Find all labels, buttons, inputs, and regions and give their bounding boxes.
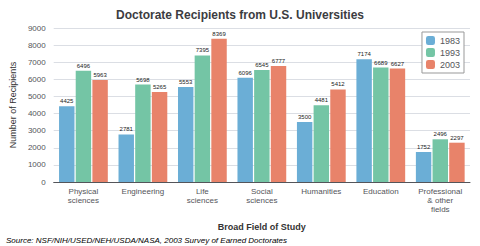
svg-text:0: 0	[41, 178, 46, 187]
svg-text:1983: 1983	[440, 36, 460, 46]
svg-text:Broad Field of Study: Broad Field of Study	[218, 222, 306, 232]
svg-text:Source: NSF/NIH/USED/NEH/USDA/: Source: NSF/NIH/USED/NEH/USDA/NASA, 2003…	[6, 236, 287, 245]
svg-text:Professional: Professional	[418, 187, 462, 196]
svg-text:1000: 1000	[28, 160, 46, 169]
svg-text:6689: 6689	[374, 60, 388, 66]
svg-text:Number of Recipients: Number of Recipients	[8, 61, 18, 148]
svg-text:1993: 1993	[440, 48, 460, 58]
svg-text:8000: 8000	[28, 41, 46, 50]
svg-text:2781: 2781	[120, 126, 134, 132]
svg-text:6777: 6777	[272, 58, 286, 64]
svg-text:7000: 7000	[28, 58, 46, 67]
svg-text:5265: 5265	[153, 84, 167, 90]
svg-text:sciences: sciences	[68, 196, 99, 205]
svg-text:6096: 6096	[239, 70, 253, 76]
svg-text:9000: 9000	[28, 24, 46, 33]
svg-text:3500: 3500	[298, 114, 312, 120]
svg-text:2297: 2297	[450, 135, 464, 141]
svg-text:6000: 6000	[28, 75, 46, 84]
svg-text:8369: 8369	[212, 31, 226, 37]
svg-text:6545: 6545	[255, 62, 269, 68]
svg-text:sciences: sciences	[246, 196, 277, 205]
svg-text:6627: 6627	[391, 61, 405, 67]
svg-text:Doctorate Recipients from U.S.: Doctorate Recipients from U.S. Universit…	[116, 8, 364, 22]
svg-text:4425: 4425	[60, 98, 74, 104]
svg-text:5412: 5412	[331, 81, 345, 87]
svg-text:Physical: Physical	[69, 187, 99, 196]
svg-text:2000: 2000	[28, 143, 46, 152]
svg-text:Life: Life	[196, 187, 209, 196]
svg-text:Education: Education	[363, 187, 399, 196]
svg-text:7395: 7395	[196, 47, 210, 53]
svg-text:1752: 1752	[417, 144, 431, 150]
svg-text:Engineering: Engineering	[122, 187, 165, 196]
svg-text:Social: Social	[251, 187, 273, 196]
svg-text:4481: 4481	[315, 97, 329, 103]
svg-text:6496: 6496	[77, 63, 91, 69]
svg-text:5963: 5963	[93, 72, 107, 78]
svg-text:2496: 2496	[434, 131, 448, 137]
svg-text:7174: 7174	[357, 51, 371, 57]
svg-text:2003: 2003	[440, 60, 460, 70]
svg-text:4000: 4000	[28, 109, 46, 118]
svg-text:5698: 5698	[136, 77, 150, 83]
svg-text:5000: 5000	[28, 92, 46, 101]
svg-text:& other: & other	[427, 196, 453, 205]
svg-text:5553: 5553	[179, 79, 193, 85]
svg-text:3000: 3000	[28, 126, 46, 135]
svg-text:Humanities: Humanities	[301, 187, 341, 196]
svg-text:sciences: sciences	[187, 196, 218, 205]
svg-text:fields: fields	[431, 205, 450, 214]
